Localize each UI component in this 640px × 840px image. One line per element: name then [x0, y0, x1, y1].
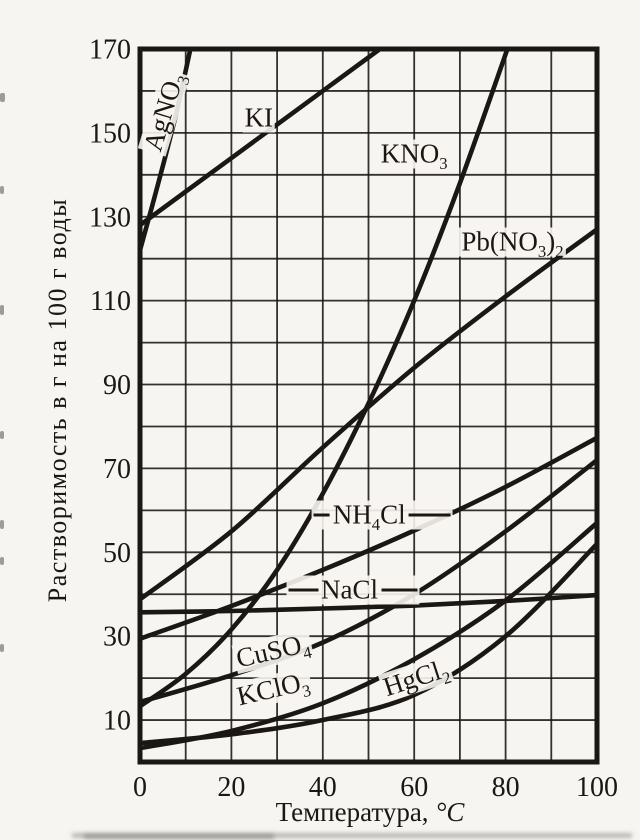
- y-axis-title: Растворимость в г на 100 г воды: [43, 197, 72, 603]
- curve-pbno32: [137, 227, 600, 602]
- curve-kclo3: [137, 520, 600, 751]
- x-tick-label: 40: [309, 772, 337, 803]
- scan-speck: [0, 431, 4, 439]
- y-tick-label: 110: [90, 286, 131, 317]
- plot-frame: [137, 46, 600, 765]
- x-tick-label: 100: [576, 772, 618, 803]
- y-tick-label: 50: [103, 538, 131, 569]
- curve-nh4cl: [137, 435, 600, 641]
- curve-label-text: NH4Cl: [332, 499, 406, 534]
- y-tick-label: 170: [89, 35, 131, 66]
- label-leader-line: [313, 513, 330, 517]
- x-axis-title-text: Температура,: [275, 797, 429, 827]
- scan-speck: [0, 93, 5, 102]
- curve-label-text: KI: [244, 102, 274, 133]
- x-axis-title: Температура, °C: [276, 797, 465, 828]
- scan-speck: [0, 520, 4, 529]
- y-tick-label: 10: [103, 706, 131, 737]
- tick-labels: 10 30 50 70 90 110 130 150 170 0 20 40 60 80 100: [89, 35, 618, 804]
- y-tick-label: 90: [103, 370, 131, 401]
- x-axis-title-unit: °C: [435, 797, 465, 827]
- curve-nacl: [137, 592, 600, 615]
- curve-label-text: Pb(NO3)2: [461, 226, 564, 261]
- x-tick-label: 0: [133, 772, 147, 803]
- curve-label-text: NaCl: [321, 574, 378, 605]
- curve-hgcl2: [137, 541, 600, 746]
- curve-label-kno3: KNO3: [378, 138, 450, 173]
- y-tick-label: 150: [89, 118, 131, 149]
- curve-label-ki: KI: [242, 102, 276, 133]
- y-tick-label: 130: [89, 202, 131, 233]
- x-tick-label: 80: [492, 772, 520, 803]
- y-tick-label: 30: [103, 622, 131, 653]
- x-tick-label: 20: [217, 772, 245, 803]
- curve-kno3: [137, 46, 511, 709]
- curve-label-text: KNO3: [380, 138, 448, 173]
- curve-label-pbno32: Pb(NO3)2: [459, 226, 566, 261]
- scan-speck: [0, 186, 4, 194]
- scan-speck: [0, 557, 4, 565]
- curve-cuso4: [137, 457, 600, 705]
- scan-speck: [0, 644, 4, 652]
- label-leader-line: [381, 588, 417, 592]
- curve-label-nh4cl: NH4Cl: [311, 499, 453, 534]
- x-tick-label: 60: [400, 772, 428, 803]
- scan-artifact-bottom-dark: [84, 834, 274, 839]
- y-tick-label: 70: [103, 454, 131, 485]
- scan-artifact-bottom: [72, 833, 632, 838]
- curve-label-nacl: NaCl: [286, 574, 419, 605]
- scan-speck: [0, 305, 4, 315]
- label-leader-line: [288, 588, 318, 592]
- label-leader-line: [408, 513, 451, 517]
